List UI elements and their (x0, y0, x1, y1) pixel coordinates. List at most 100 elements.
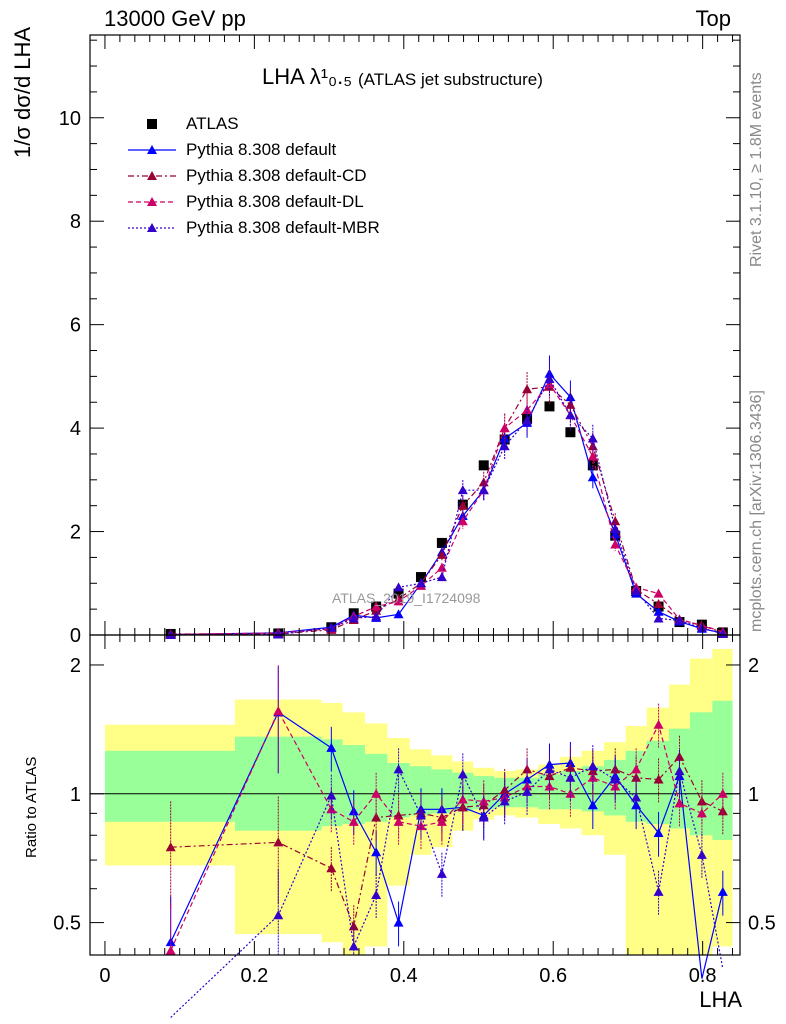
x-tick-label: 0.6 (539, 965, 567, 987)
series-point-main (653, 598, 664, 608)
series-point-main (393, 609, 404, 619)
series-point-ratio (273, 837, 284, 847)
series-point-ratio (653, 827, 664, 837)
legend-entry-default: Pythia 8.308 default (186, 140, 337, 159)
series-point-main (610, 523, 621, 533)
series-point-ratio (273, 910, 284, 920)
band-inner (104, 750, 235, 822)
series-point-ratio (653, 774, 664, 784)
series-point-ratio (674, 766, 685, 776)
series-point-ratio (631, 792, 642, 802)
series-point-ratio (544, 764, 555, 774)
legend-entry-default-cd: Pythia 8.308 default-CD (186, 166, 367, 185)
rivet-version-text: Rivet 3.1.10, ≥ 1.8M events (748, 72, 765, 267)
series-point-ratio (522, 786, 533, 796)
band-inner (689, 712, 713, 836)
x-tick-label: 0.4 (390, 965, 418, 987)
atlas-data-point (415, 572, 426, 583)
series-point-ratio (371, 788, 382, 798)
legend-marker-atlas (147, 119, 157, 129)
analysis-watermark: ATLAS_2019_I1724098 (332, 590, 481, 606)
ratio-y-tick-label-right: 1 (748, 784, 759, 806)
series-point-main (674, 615, 685, 625)
atlas-data-point (393, 588, 404, 599)
series-point-ratio (696, 796, 707, 806)
x-axis-label: LHA (699, 987, 742, 1012)
band-inner (712, 700, 733, 840)
series-point-main (544, 373, 555, 383)
ratio-y-tick-label-right: 0.5 (748, 913, 776, 935)
series-point-main (457, 516, 468, 526)
series-point-main (522, 384, 533, 394)
x-tick-label: 0.2 (240, 965, 268, 987)
series-point-ratio (674, 798, 685, 808)
legend-entry-default-dl: Pythia 8.308 default-DL (186, 192, 364, 211)
series-point-main (371, 611, 382, 621)
legend-marker-triangle (147, 145, 157, 154)
series-point-ratio (717, 788, 728, 798)
series-point-main (653, 613, 664, 623)
y-axis-label-text: 1/σ dσ/d LHA (10, 26, 35, 158)
header-right: Top (695, 6, 731, 31)
series-point-main (499, 441, 510, 451)
series-point-ratio (393, 764, 404, 774)
main-y-tick-label: 2 (70, 522, 81, 544)
legend-marker-triangle (147, 197, 157, 206)
legend-marker-triangle (147, 171, 157, 180)
series-point-ratio (565, 772, 576, 782)
series-point-ratio (696, 849, 707, 859)
series-point-ratio (499, 796, 510, 806)
series-point-ratio (478, 812, 489, 822)
series-point-main (696, 622, 707, 632)
main-y-tick-label: 10 (59, 108, 81, 130)
header-left: 13000 GeV pp (104, 6, 246, 31)
series-point-ratio (371, 890, 382, 900)
series-point-ratio (273, 706, 284, 716)
ratio-y-tick-label: 2 (70, 655, 81, 677)
axis-frames (89, 34, 741, 956)
series-point-main (587, 433, 598, 443)
ratio-uncertainty-bands (90, 648, 740, 955)
series-point-ratio (696, 808, 707, 818)
legend-marker-triangle (147, 223, 157, 232)
main-y-tick-label: 6 (70, 315, 81, 337)
series-point-ratio (371, 812, 382, 822)
series-point-ratio (587, 772, 598, 782)
series-point-main (436, 562, 447, 572)
series-point-main (610, 516, 621, 526)
series-point-main (565, 410, 576, 420)
series-point-main (587, 472, 598, 482)
plot-title: LHA λ¹₀.₅ (262, 64, 353, 89)
legend-entry-atlas: ATLAS (186, 114, 239, 133)
axis-tick-labels: 0 0.2 0.4 0.6 0.8 0 2 4 6 8 10 0.5 0.5 1 1 2 2 (53, 108, 776, 987)
series-point-main (457, 500, 468, 510)
ratio-y-tick-label: 0.5 (53, 913, 81, 935)
atlas-data-point (478, 460, 489, 471)
mcplots-reference-text: mcplots.cern.ch [arXiv:1306.3436] (748, 390, 765, 632)
series-point-main (587, 451, 598, 461)
series-point-ratio (457, 769, 468, 779)
series-point-ratio (326, 742, 337, 752)
legend-entry-default-mbr: Pythia 8.308 default-MBR (186, 218, 380, 237)
series-point-ratio (415, 810, 426, 820)
series-point-main (653, 606, 664, 616)
ratio-panel-series (165, 665, 728, 1018)
series-point-ratio (371, 847, 382, 857)
series-point-ratio (717, 886, 728, 896)
series-point-ratio (393, 816, 404, 826)
series-point-main (436, 572, 447, 582)
series-point-ratio (717, 806, 728, 816)
series-point-main (371, 601, 382, 611)
series-point-main (653, 588, 664, 598)
series-point-main (478, 485, 489, 495)
ratio-axis-label: Ratio to ATLAS (23, 756, 40, 858)
main-y-tick-label: 0 (70, 625, 81, 647)
series-point-ratio (165, 945, 176, 955)
series-point-main (273, 629, 284, 639)
series-point-main (348, 613, 359, 623)
ratio-y-tick-label-right: 2 (748, 655, 759, 677)
series-point-main (522, 415, 533, 425)
series-point-ratio (436, 868, 447, 878)
series-point-ratio (631, 764, 642, 774)
